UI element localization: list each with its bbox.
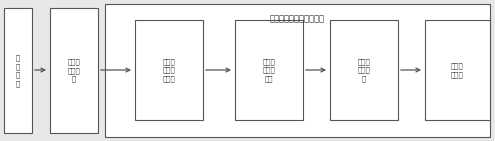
Text: 独立成
分分析: 独立成 分分析 (451, 62, 464, 78)
Text: 信号预
处理模
块: 信号预 处理模 块 (68, 59, 80, 82)
Bar (425, 20, 490, 120)
Text: 总线经
验模态
分解: 总线经 验模态 分解 (263, 58, 275, 82)
Bar (330, 20, 398, 120)
Bar (4, 8, 32, 133)
Bar (135, 20, 203, 120)
Bar (50, 8, 98, 133)
Text: 多
路
信
号: 多 路 信 号 (16, 54, 20, 87)
Text: 主成份
分析降
噪: 主成份 分析降 噪 (357, 58, 370, 82)
Text: 信号单通道盲源分离模块: 信号单通道盲源分离模块 (269, 14, 325, 23)
Bar (235, 20, 303, 120)
Text: 奇异点
检测定
位算法: 奇异点 检测定 位算法 (163, 58, 175, 82)
Bar (105, 4, 490, 137)
